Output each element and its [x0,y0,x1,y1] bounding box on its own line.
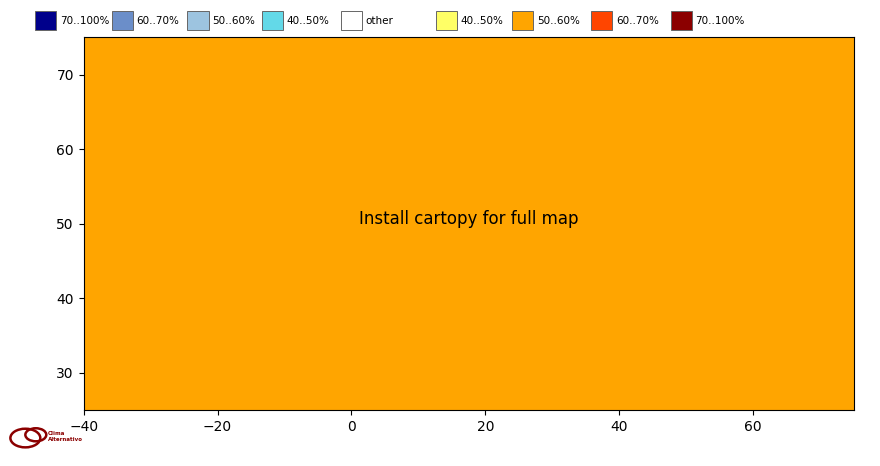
FancyBboxPatch shape [591,11,612,30]
Text: 60..70%: 60..70% [136,15,180,26]
Text: 50..60%: 50..60% [537,15,580,26]
Text: Install cartopy for full map: Install cartopy for full map [359,210,578,228]
FancyBboxPatch shape [341,11,362,30]
Text: 40..50%: 40..50% [287,15,330,26]
FancyBboxPatch shape [512,11,533,30]
FancyBboxPatch shape [35,11,56,30]
Text: Clima
Alternativo: Clima Alternativo [48,431,83,442]
Text: 70..100%: 70..100% [695,15,744,26]
FancyBboxPatch shape [187,11,209,30]
FancyBboxPatch shape [436,11,457,30]
Text: 40..50%: 40..50% [460,15,503,26]
FancyBboxPatch shape [112,11,133,30]
Text: 60..70%: 60..70% [616,15,659,26]
FancyBboxPatch shape [671,11,692,30]
Text: 50..60%: 50..60% [212,15,255,26]
Text: other: other [365,15,393,26]
Text: 70..100%: 70..100% [60,15,109,26]
FancyBboxPatch shape [262,11,283,30]
